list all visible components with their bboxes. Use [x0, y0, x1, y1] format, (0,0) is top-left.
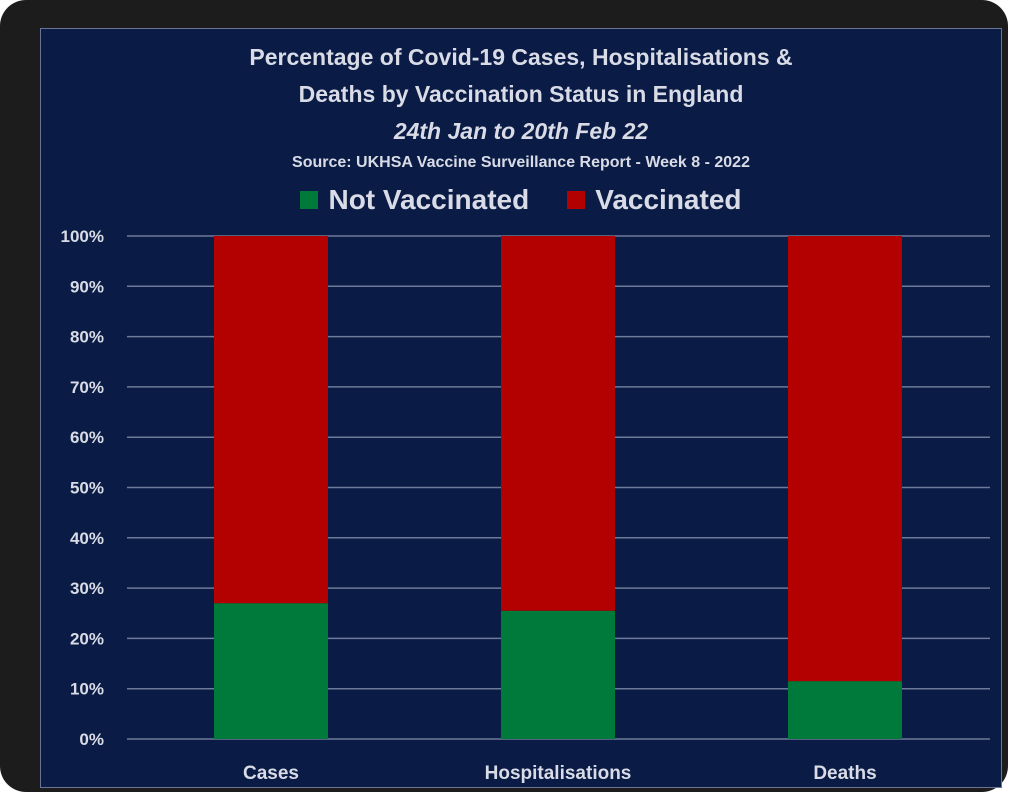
- y-tick-label: 80%: [70, 328, 104, 347]
- bar-deaths-vaccinated: [788, 236, 902, 682]
- y-tick-label: 10%: [70, 680, 104, 699]
- y-tick-label: 70%: [70, 378, 104, 397]
- bar-cases-vaccinated: [214, 236, 328, 604]
- y-tick-label: 40%: [70, 529, 104, 548]
- bar-hospitalisations-not-vaccinated: [501, 610, 615, 739]
- chart-legend: Not Vaccinated Vaccinated: [40, 184, 1002, 216]
- chart-source: Source: UKHSA Vaccine Surveillance Repor…: [292, 154, 750, 171]
- legend-item-not-vaccinated: Not Vaccinated: [300, 184, 529, 216]
- x-tick-label: Deaths: [813, 763, 876, 784]
- legend-swatch-not-vaccinated: [300, 191, 319, 209]
- bar-hospitalisations-vaccinated: [501, 236, 615, 611]
- chart-title-line-2: Deaths by Vaccination Status in England: [298, 81, 744, 107]
- y-tick-label: 100%: [61, 227, 104, 246]
- legend-item-vaccinated: Vaccinated: [567, 184, 742, 216]
- y-tick-label: 20%: [70, 629, 104, 648]
- bar-cases-not-vaccinated: [214, 603, 328, 739]
- bar-deaths-not-vaccinated: [788, 681, 902, 739]
- y-tick-label: 50%: [70, 479, 104, 498]
- y-tick-label: 90%: [70, 277, 104, 296]
- chart-subtitle: 24th Jan to 20th Feb 22: [393, 118, 649, 144]
- legend-swatch-vaccinated: [567, 191, 586, 209]
- y-tick-label: 0%: [79, 730, 104, 749]
- y-tick-label: 30%: [70, 579, 104, 598]
- chart-title-line-1: Percentage of Covid-19 Cases, Hospitalis…: [249, 44, 793, 70]
- y-tick-label: 60%: [70, 428, 104, 447]
- legend-label-vaccinated: Vaccinated: [595, 184, 742, 215]
- x-tick-label: Hospitalisations: [485, 763, 632, 784]
- x-tick-label: Cases: [243, 763, 299, 784]
- legend-label-not-vaccinated: Not Vaccinated: [328, 184, 530, 215]
